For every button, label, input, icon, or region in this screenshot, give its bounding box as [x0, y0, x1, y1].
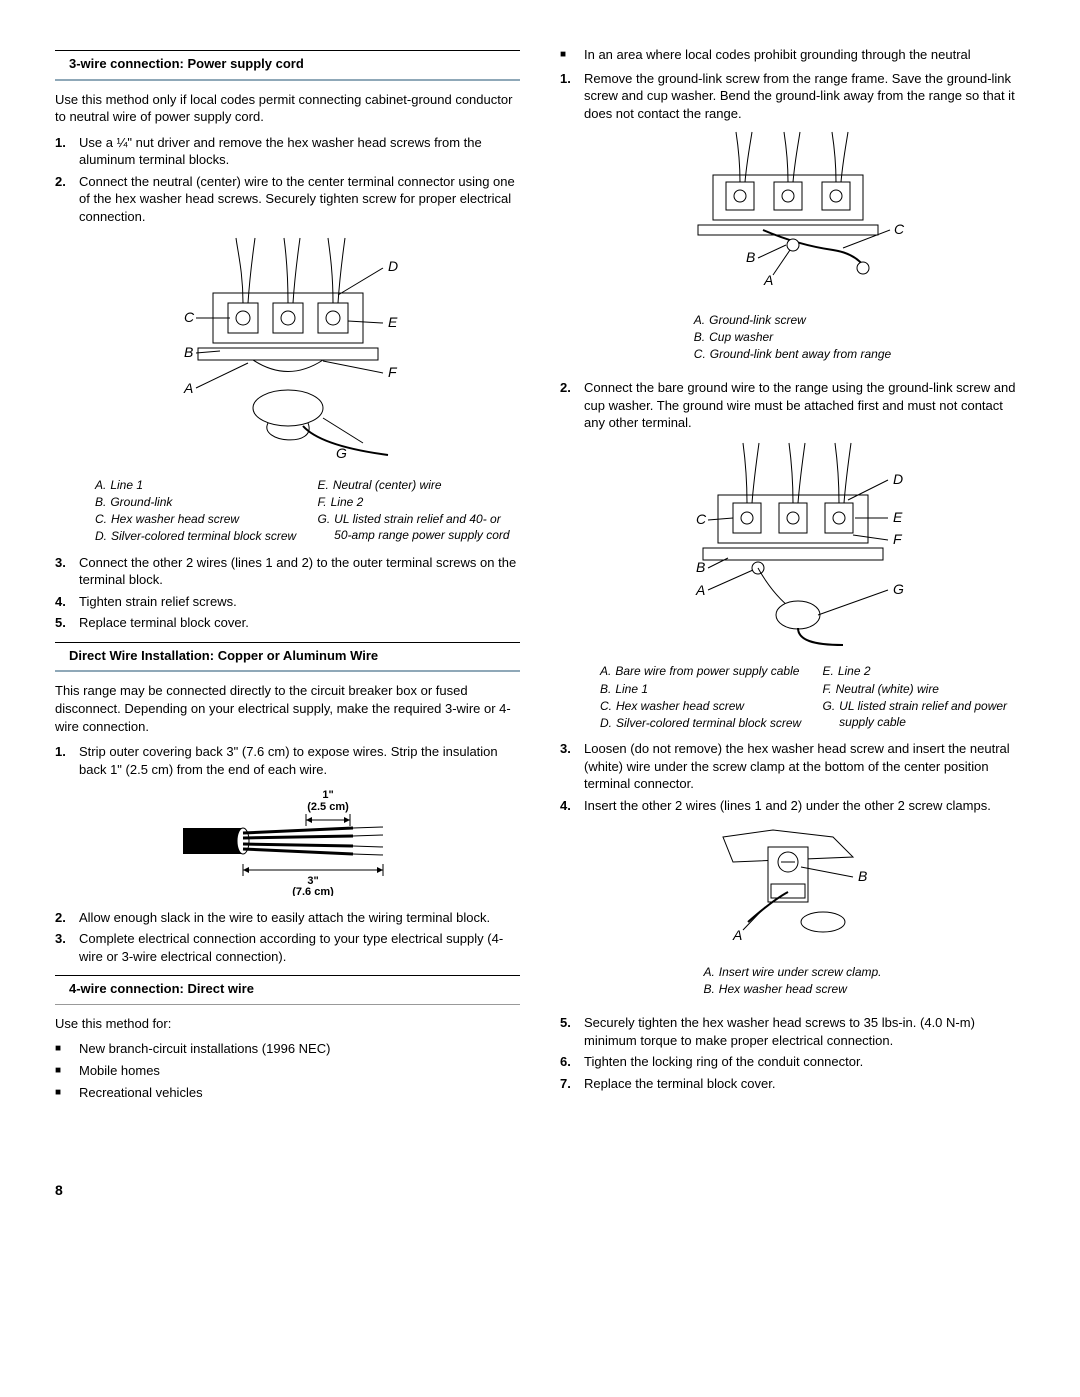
groundlink-diagram: A B C	[668, 130, 918, 300]
step-text: Connect the other 2 wires (lines 1 and 2…	[79, 554, 520, 589]
terminal-block-diagram: A B C D E F G	[158, 233, 418, 463]
legend-4wire: A.Bare wire from power supply cable B.Li…	[600, 662, 1025, 732]
steps-4wire-d: Securely tighten the hex washer head scr…	[560, 1014, 1025, 1092]
svg-text:B: B	[858, 868, 867, 884]
step-text: Replace terminal block cover.	[79, 614, 520, 632]
steps-4wire-b: Connect the bare ground wire to the rang…	[560, 379, 1025, 432]
heading-direct-wire: Direct Wire Installation: Copper or Alum…	[55, 642, 520, 673]
svg-text:1": 1"	[322, 789, 333, 801]
step-text: Allow enough slack in the wire to easily…	[79, 909, 520, 927]
step-text: Connect the neutral (center) wire to the…	[79, 173, 520, 226]
label-A: A	[183, 380, 193, 396]
page-number: 8	[55, 1181, 520, 1200]
steps-direct-b: Allow enough slack in the wire to easily…	[55, 909, 520, 966]
page: 3-wire connection: Power supply cord Use…	[55, 40, 1025, 1200]
step-text: Securely tighten the hex washer head scr…	[584, 1014, 1025, 1049]
step-text: Insert the other 2 wires (lines 1 and 2)…	[584, 797, 1025, 815]
left-column: 3-wire connection: Power supply cord Use…	[55, 40, 520, 1200]
step-text: Tighten strain relief screws.	[79, 593, 520, 611]
heading-3wire-cord: 3-wire connection: Power supply cord	[55, 50, 520, 81]
screw-clamp-diagram: A B	[693, 822, 893, 952]
label-D: D	[388, 258, 398, 274]
uses-4wire-cont: In an area where local codes prohibit gr…	[560, 46, 1025, 64]
intro-4wire: Use this method for:	[55, 1015, 520, 1033]
label-E: E	[388, 314, 398, 330]
figure-groundlink-bent: A B C A.Ground-link screw B.Cup washer C…	[560, 130, 1025, 371]
svg-text:G: G	[893, 581, 904, 597]
steps-4wire-a: Remove the ground-link screw from the ra…	[560, 70, 1025, 123]
intro-3wire: Use this method only if local codes perm…	[55, 91, 520, 126]
legend-groundlink: A.Ground-link screw B.Cup washer C.Groun…	[694, 311, 891, 364]
figure-screw-clamp: A B A.Insert wire under screw clamp. B.H…	[560, 822, 1025, 1006]
figure-wire-strip: 1" (2.5 cm)	[55, 786, 520, 901]
svg-text:(2.5 cm): (2.5 cm)	[307, 801, 349, 813]
steps-3wire-a: Use a ¼" nut driver and remove the hex w…	[55, 134, 520, 226]
svg-text:F: F	[893, 531, 903, 547]
step-text: Tighten the locking ring of the conduit …	[584, 1053, 1025, 1071]
step-text: Use a ¼" nut driver and remove the hex w…	[79, 134, 520, 169]
step-text: Remove the ground-link screw from the ra…	[584, 70, 1025, 123]
steps-3wire-b: Connect the other 2 wires (lines 1 and 2…	[55, 554, 520, 632]
label-C: C	[184, 309, 195, 325]
svg-text:C: C	[696, 511, 707, 527]
uses-4wire: New branch-circuit installations (1996 N…	[55, 1040, 520, 1101]
step-text: Complete electrical connection according…	[79, 930, 520, 965]
svg-text:B: B	[696, 559, 705, 575]
step-text: Strip outer covering back 3" (7.6 cm) to…	[79, 743, 520, 778]
svg-text:A: A	[732, 927, 742, 943]
step-text: Connect the bare ground wire to the rang…	[584, 379, 1025, 432]
intro-direct: This range may be connected directly to …	[55, 682, 520, 735]
right-column: In an area where local codes prohibit gr…	[560, 40, 1025, 1200]
step-text: Replace the terminal block cover.	[584, 1075, 1025, 1093]
svg-text:C: C	[894, 221, 905, 237]
legend-fig1: A.Line 1 B.Ground-link C.Hex washer head…	[95, 476, 520, 546]
wire-strip-diagram: 1" (2.5 cm)	[178, 786, 398, 896]
svg-text:D: D	[893, 471, 903, 487]
label-F: F	[388, 364, 398, 380]
steps-4wire-c: Loosen (do not remove) the hex washer he…	[560, 740, 1025, 814]
svg-text:(7.6 cm): (7.6 cm)	[292, 886, 334, 896]
legend-screwclamp: A.Insert wire under screw clamp. B.Hex w…	[703, 963, 881, 998]
step-text: Loosen (do not remove) the hex washer he…	[584, 740, 1025, 793]
svg-text:E: E	[893, 509, 903, 525]
label-G: G	[336, 445, 347, 461]
label-B: B	[184, 344, 193, 360]
svg-text:B: B	[746, 249, 755, 265]
terminal-4wire-diagram: A B C D E F G	[663, 440, 923, 650]
steps-direct-a: Strip outer covering back 3" (7.6 cm) to…	[55, 743, 520, 778]
heading-4wire-direct: 4-wire connection: Direct wire	[55, 975, 520, 1005]
svg-text:A: A	[763, 272, 773, 288]
svg-text:A: A	[695, 582, 705, 598]
figure-terminal-block-cord: A B C D E F G	[55, 233, 520, 468]
figure-terminal-4wire: A B C D E F G	[560, 440, 1025, 655]
